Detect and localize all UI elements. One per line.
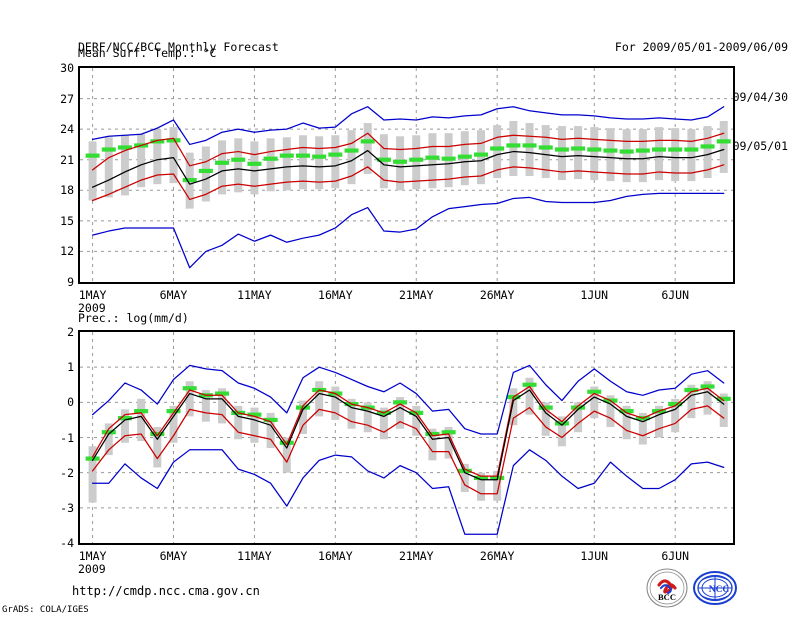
temperature-plot-svg <box>80 68 733 282</box>
precipitation-plot-svg <box>80 332 733 543</box>
y-tick-label: 15 <box>60 213 74 228</box>
precipitation-plot-area <box>80 332 733 543</box>
y-tick-label: 30 <box>60 61 74 75</box>
y-tick-label: 0 <box>67 395 74 410</box>
temperature-x-axis-year: 2009 <box>78 301 106 315</box>
x-tick-label: 16MAY <box>318 549 353 563</box>
forecast-title: DERF/NCC/BCC Monthly Forecast <box>78 40 279 54</box>
x-tick-label: 26MAY <box>479 288 515 302</box>
temperature-chart-panel <box>78 66 735 284</box>
y-tick-label: 27 <box>60 91 74 106</box>
logo-group: BCC NCC <box>645 568 740 610</box>
y-tick-label: 9 <box>67 275 74 289</box>
y-tick-label: 18 <box>60 183 74 198</box>
svg-text:BCC: BCC <box>658 592 676 602</box>
x-tick-label: 11MAY <box>237 288 272 302</box>
y-tick-label: -2 <box>60 465 74 480</box>
forecast-period-label: For 2009/05/01-2009/06/09 <box>614 40 788 54</box>
x-tick-label: 1MAY <box>78 288 107 302</box>
x-tick-label: 6MAY <box>159 549 188 563</box>
x-tick-label: 16MAY <box>318 288 353 302</box>
temperature-plot-area <box>80 68 733 282</box>
y-tick-label: 2 <box>67 325 74 339</box>
x-tick-label: 21MAY <box>398 288 434 302</box>
x-tick-label: 6JUN <box>661 549 690 563</box>
y-tick-label: 1 <box>67 360 74 375</box>
y-tick-label: -1 <box>60 430 74 445</box>
temperature-unit-caption: Mean Surf. Temp.: °C <box>78 46 217 60</box>
precipitation-x-axis: 2009 1MAY 6MAY 11MAY 16MAY 21MAY 26MAY 1JUN 6JU… <box>78 549 735 576</box>
ncc-logo: NCC <box>693 571 737 605</box>
precipitation-unit-caption: Prec.: log(mm/d) <box>78 311 189 325</box>
x-tick-label: 21MAY <box>398 549 434 563</box>
x-tick-label: 6JUN <box>661 288 690 302</box>
y-tick-label: 12 <box>60 244 74 259</box>
bcc-logo: BCC <box>646 568 688 608</box>
y-tick-label: 21 <box>60 152 74 167</box>
x-tick-label: 1JUN <box>580 549 609 563</box>
x-tick-label: 26MAY <box>479 549 515 563</box>
y-tick-label: 24 <box>60 122 74 137</box>
x-tick-label: 1JUN <box>580 288 609 302</box>
temperature-y-axis: 9 12 15 18 21 24 27 30 <box>30 61 74 289</box>
svg-text:NCC: NCC <box>709 585 730 595</box>
precipitation-y-axis: -4 -3 -2 -1 0 1 2 <box>30 325 74 550</box>
x-tick-label: 1MAY <box>78 549 107 563</box>
precipitation-x-axis-year: 2009 <box>78 562 106 576</box>
temperature-x-axis: 2009 1MAY 6MAY 11MAY 16MAY 21MAY 26MAY 1JUN 6JU… <box>78 288 735 315</box>
y-tick-label: -3 <box>60 500 74 515</box>
x-tick-label: 6MAY <box>159 288 188 302</box>
y-tick-label: -4 <box>60 536 74 550</box>
grads-credit: GrADS: COLA/IGES <box>2 605 89 615</box>
precipitation-chart-panel <box>78 330 735 545</box>
website-url[interactable]: http://cmdp.ncc.cma.gov.cn <box>72 584 260 598</box>
x-tick-label: 11MAY <box>237 549 272 563</box>
